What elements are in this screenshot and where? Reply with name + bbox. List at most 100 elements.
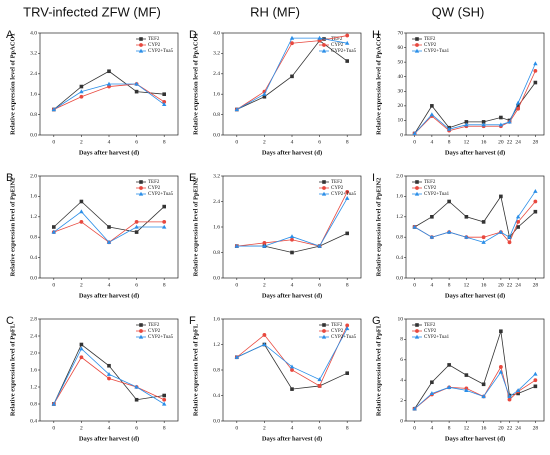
y-tick-label: 2.4: [30, 71, 37, 77]
marker: [107, 376, 111, 381]
y-tick-label: 0.8: [213, 112, 220, 118]
x-tick-label: 4: [108, 282, 111, 288]
marker: [79, 346, 84, 351]
legend-label: TEF2: [424, 37, 436, 42]
x-tick-label: 0: [413, 282, 416, 288]
marker: [516, 106, 521, 111]
marker: [412, 406, 417, 411]
y-tick-label: 4.0: [30, 30, 37, 36]
panel-label: D: [189, 29, 197, 41]
y-tick-label: 1.2: [30, 214, 37, 220]
marker: [464, 373, 469, 377]
x-tick-label: 2: [80, 425, 83, 431]
y-tick-label: 1.6: [30, 194, 37, 200]
panel-label: F: [189, 315, 196, 327]
legend-label: CYP2+Tua5: [148, 49, 174, 54]
y-tick-label: 0.8: [30, 112, 37, 118]
marker: [290, 74, 294, 79]
y-tick-label: 1.6: [213, 91, 220, 97]
legend-label: TEF2: [148, 180, 160, 185]
panel-label: E: [189, 172, 196, 184]
marker: [499, 329, 503, 334]
marker: [234, 107, 239, 112]
panel-label: G: [372, 315, 381, 327]
marker: [481, 382, 486, 387]
marker: [345, 190, 350, 194]
marker: [446, 229, 452, 234]
marker: [79, 89, 84, 94]
y-tick-label: 0.0: [213, 132, 220, 138]
y-tick-label: 3.2: [213, 173, 220, 179]
marker: [79, 84, 84, 89]
panel-label: I: [372, 172, 375, 184]
marker: [234, 354, 239, 359]
y-tick-label: 4: [400, 377, 403, 383]
legend-label: CYP2: [424, 186, 437, 191]
marker: [464, 122, 469, 127]
marker: [262, 241, 267, 245]
marker: [79, 342, 84, 347]
marker: [415, 43, 419, 47]
y-tick-label: 2.4: [213, 71, 220, 77]
marker: [507, 119, 512, 124]
y-tick-label: 0.0: [30, 275, 37, 281]
y-tick-label: 0.8: [396, 234, 403, 240]
x-tick-label: 12: [464, 282, 470, 288]
marker: [162, 220, 167, 224]
marker: [79, 209, 84, 214]
marker: [162, 92, 166, 96]
marker: [262, 342, 267, 347]
y-tick-label: 0.0: [396, 275, 403, 281]
marker: [415, 323, 419, 327]
marker: [134, 384, 139, 389]
marker: [412, 224, 417, 229]
marker: [317, 35, 322, 40]
marker: [234, 243, 239, 248]
x-tick-label: 2: [263, 282, 266, 288]
x-tick-label: 8: [346, 425, 349, 431]
marker: [498, 229, 504, 234]
marker: [499, 194, 503, 199]
y-axis-title: Relative expression level of PpFL: [375, 323, 382, 416]
marker: [516, 391, 520, 396]
panel-label: B: [6, 172, 13, 184]
marker: [447, 199, 451, 204]
y-tick-label: 3.2: [213, 51, 220, 57]
marker: [322, 329, 326, 333]
marker: [162, 393, 166, 398]
marker: [533, 80, 538, 85]
legend-label: CYP2+Tua5: [331, 192, 357, 197]
legend-label: CYP2: [331, 186, 344, 191]
y-tick-label: 1.6: [30, 367, 37, 373]
x-tick-label: 24: [515, 282, 521, 288]
y-tick-label: 0.8: [213, 250, 220, 256]
x-tick-label: 6: [135, 139, 138, 145]
y-tick-label: 0.0: [30, 132, 37, 138]
y-tick-label: 1.2: [213, 342, 220, 348]
x-tick-label: 6: [135, 282, 138, 288]
y-tick-label: 4.0: [213, 30, 220, 36]
marker: [345, 323, 350, 328]
y-tick-label: 2.4: [30, 333, 37, 339]
legend-label: CYP2+Tua5: [331, 335, 357, 340]
marker: [317, 377, 322, 382]
marker: [134, 81, 139, 86]
x-tick-label: 8: [163, 425, 166, 431]
y-tick-label: 2.0: [396, 173, 403, 179]
x-tick-label: 8: [448, 139, 451, 145]
x-tick-label: 20: [498, 282, 504, 288]
y-tick-label: 0.8: [30, 234, 37, 240]
marker: [430, 104, 434, 108]
marker: [345, 33, 350, 38]
marker: [322, 186, 326, 190]
marker: [414, 191, 420, 196]
marker: [430, 380, 434, 385]
y-axis-title: Relative expression level of PpACO1: [192, 33, 199, 135]
panel-label: H: [372, 29, 380, 41]
legend-label: TEF2: [424, 323, 436, 328]
marker: [162, 99, 167, 104]
column-title: RH (MF): [250, 4, 300, 19]
legend-label: CYP2+Tua1: [424, 192, 450, 197]
y-tick-label: 2.0: [30, 173, 37, 179]
